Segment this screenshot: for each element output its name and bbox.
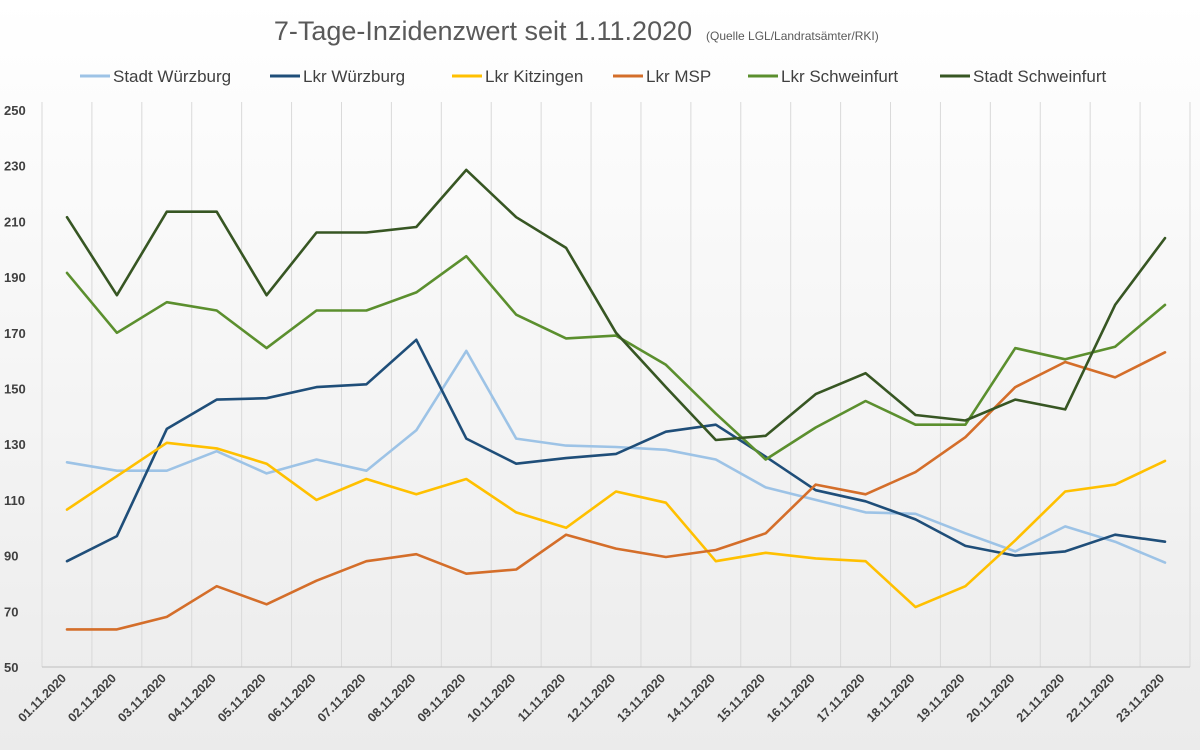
y-tick-label: 190 [4, 270, 26, 285]
y-tick-label: 70 [4, 604, 18, 619]
gridlines [41, 102, 1191, 668]
legend-label: Stadt Schweinfurt [973, 67, 1107, 86]
series-lines [65, 168, 1167, 631]
y-tick-label: 110 [4, 493, 25, 508]
y-tick-label: 230 [4, 159, 26, 174]
y-tick-label: 250 [4, 103, 26, 118]
series-line-4 [65, 350, 1167, 631]
legend-label: Lkr Würzburg [303, 67, 405, 86]
y-tick-label: 150 [4, 382, 26, 397]
y-tick-label: 170 [4, 326, 26, 341]
legend-label: Lkr Kitzingen [485, 67, 583, 86]
series-line-2 [65, 338, 1167, 563]
series-line-5 [65, 254, 1167, 461]
series-line-3 [65, 441, 1167, 609]
y-tick-label: 130 [4, 437, 26, 452]
chart-title: 7-Tage-Inzidenzwert seit 1.11.2020 [274, 16, 692, 46]
y-tick-label: 90 [4, 549, 18, 564]
legend: Stadt Würzburg Lkr Würzburg Lkr Kitzingen L… [80, 67, 1107, 86]
y-tick-label: 210 [4, 214, 26, 229]
y-axis: 250 230 210 190 170 150 130 110 90 70 50 [4, 103, 26, 675]
legend-label: Stadt Würzburg [113, 67, 231, 86]
y-tick-label: 50 [4, 660, 18, 675]
legend-label: Lkr MSP [646, 67, 711, 86]
series-line-6 [65, 168, 1167, 442]
chart-subtitle: (Quelle LGL/Landratsämter/RKI) [706, 29, 879, 43]
legend-label: Lkr Schweinfurt [781, 67, 898, 86]
series-line-1 [65, 349, 1167, 564]
